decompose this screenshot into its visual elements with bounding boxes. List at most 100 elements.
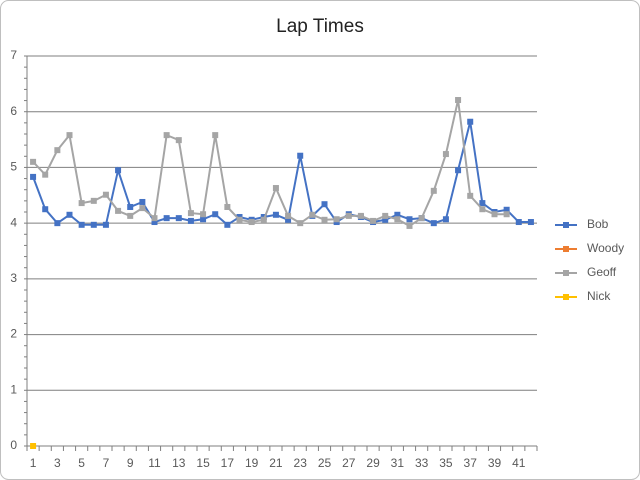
x-tick-label: 11 [148,456,161,470]
legend-label: Bob [587,217,609,231]
data-point [467,192,474,199]
data-point [382,216,389,223]
x-tick-label: 7 [103,456,110,470]
data-point [66,211,73,218]
data-point [78,200,85,207]
data-point [139,205,146,212]
legend-marker [563,270,569,276]
y-tick-label: 5 [10,160,17,174]
data-point [30,173,37,180]
data-point [248,219,255,226]
data-point [442,216,449,223]
data-point [479,206,486,213]
data-point [442,151,449,158]
data-point [212,132,219,139]
y-tick-label: 0 [10,438,17,452]
data-point [297,152,304,159]
data-point [115,207,122,214]
data-point [333,216,340,223]
data-point [515,219,522,226]
data-point [127,212,134,219]
data-point [90,197,97,204]
data-point [467,118,474,125]
data-point [370,217,377,224]
y-tick-label: 4 [10,215,17,229]
x-tick-label: 37 [464,456,478,470]
x-tick-label: 41 [512,456,526,470]
data-point [430,187,437,194]
data-point [479,200,486,207]
data-point [54,220,61,227]
x-tick-label: 35 [439,456,453,470]
data-point [321,216,328,223]
y-tick-label: 6 [10,104,17,118]
x-tick-label: 9 [127,456,134,470]
data-point [78,221,85,228]
data-point [187,210,194,217]
x-tick-label: 5 [78,456,85,470]
data-point [187,217,194,224]
data-point [272,185,279,192]
data-point [394,211,401,218]
data-point [139,198,146,205]
data-point [285,216,292,223]
series-line [32,99,507,228]
data-point [42,206,49,213]
data-point [382,212,389,219]
data-point [260,216,267,223]
data-point [200,216,207,223]
data-point [503,206,510,213]
y-tick-label: 2 [10,327,17,341]
series-line [32,121,531,227]
x-tick-label: 33 [415,456,429,470]
data-point [66,132,73,139]
data-point [30,443,37,449]
x-tick-label: 1 [30,456,37,470]
legend-label: Woody [587,241,624,255]
data-point [345,212,352,219]
x-tick-label: 17 [221,456,235,470]
data-point [527,219,534,226]
x-tick-label: 31 [391,456,405,470]
data-point [357,212,364,219]
data-point [175,215,182,222]
data-point [102,221,109,228]
x-tick-label: 25 [318,456,332,470]
data-point [30,158,37,165]
data-point [115,167,122,174]
data-point [200,211,207,218]
data-point [406,222,413,229]
data-point [430,220,437,227]
data-point [102,191,109,198]
legend-label: Geoff [587,265,617,279]
x-tick-label: 13 [172,456,186,470]
data-point [394,216,401,223]
data-point [418,215,425,222]
x-tick-label: 23 [294,456,308,470]
x-tick-label: 3 [54,456,61,470]
data-point [151,219,158,226]
data-point [455,97,462,104]
data-point [491,211,498,218]
data-point [285,212,292,219]
data-point [309,211,316,218]
y-tick-label: 1 [10,382,17,396]
data-point [163,132,170,139]
data-point [127,203,134,210]
data-point [406,216,413,223]
legend-marker [563,294,569,300]
chart-title: Lap Times [276,16,364,37]
data-point [236,216,243,223]
data-point [42,171,49,178]
x-tick-label: 29 [366,456,380,470]
data-point [455,167,462,174]
legend-marker [563,222,569,228]
data-point [90,221,97,228]
x-tick-label: 19 [245,456,259,470]
data-point [163,215,170,222]
data-point [272,211,279,218]
legend-label: Nick [587,289,611,303]
x-tick-label: 15 [196,456,210,470]
